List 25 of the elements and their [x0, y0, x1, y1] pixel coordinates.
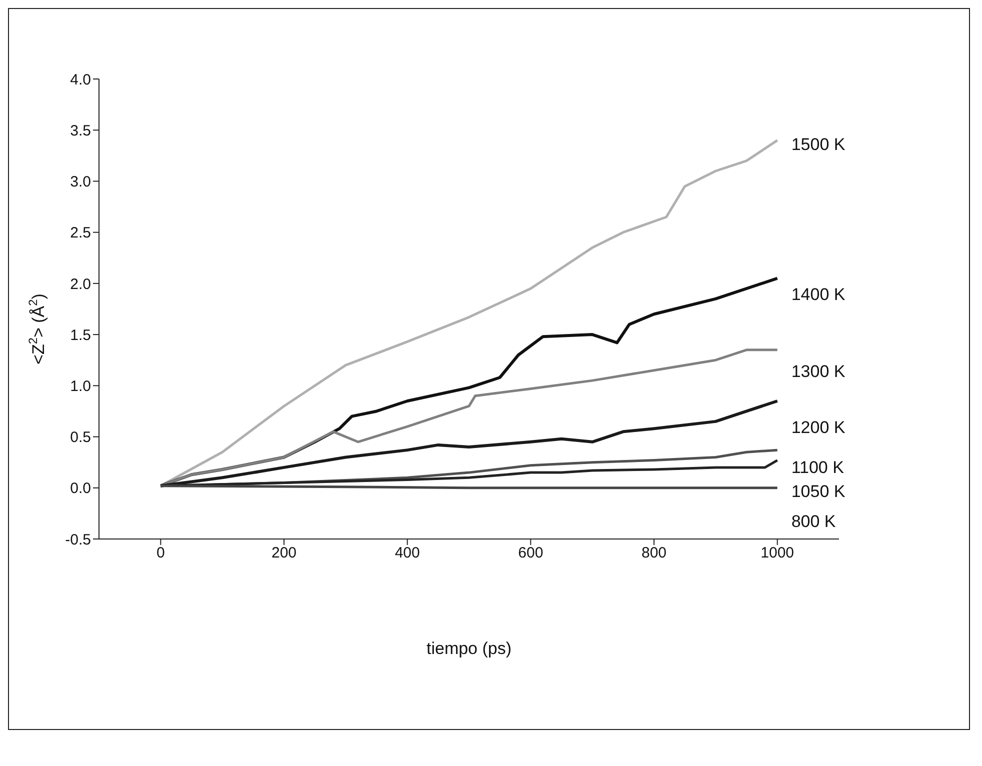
- y-tick-label: 1.0: [70, 378, 91, 395]
- y-tick-label: 3.0: [70, 174, 91, 191]
- x-tick-label: 0: [156, 544, 165, 562]
- x-tick-label: 800: [641, 544, 667, 562]
- series-label: 800 K: [791, 512, 836, 532]
- x-tick-label: 600: [518, 544, 544, 562]
- x-axis-title: tiempo (ps): [426, 639, 512, 658]
- series-label: 1500 K: [791, 134, 846, 155]
- y-tick-label: 4.0: [70, 71, 91, 88]
- series-label: 1400 K: [791, 284, 846, 305]
- y-tick-label: 3.5: [70, 122, 91, 140]
- x-tick-label: 1000: [760, 544, 794, 562]
- y-tick-label: 2.0: [70, 276, 91, 293]
- y-tick-label: 2.5: [70, 224, 91, 242]
- y-tick-label: -0.5: [65, 531, 91, 548]
- x-tick-label: 400: [394, 544, 420, 562]
- series-label: 1100 K: [791, 458, 844, 478]
- series-label: 1050 K: [791, 482, 846, 502]
- y-tick-label: 0.5: [70, 429, 91, 446]
- line-series: [159, 139, 779, 488]
- series-label: 1200 K: [791, 418, 846, 438]
- x-tick-label: 200: [271, 544, 297, 562]
- y-tick-label: 1.5: [70, 326, 91, 344]
- y-tick-label: 0.0: [70, 480, 91, 498]
- series-label: 1300 K: [791, 362, 846, 382]
